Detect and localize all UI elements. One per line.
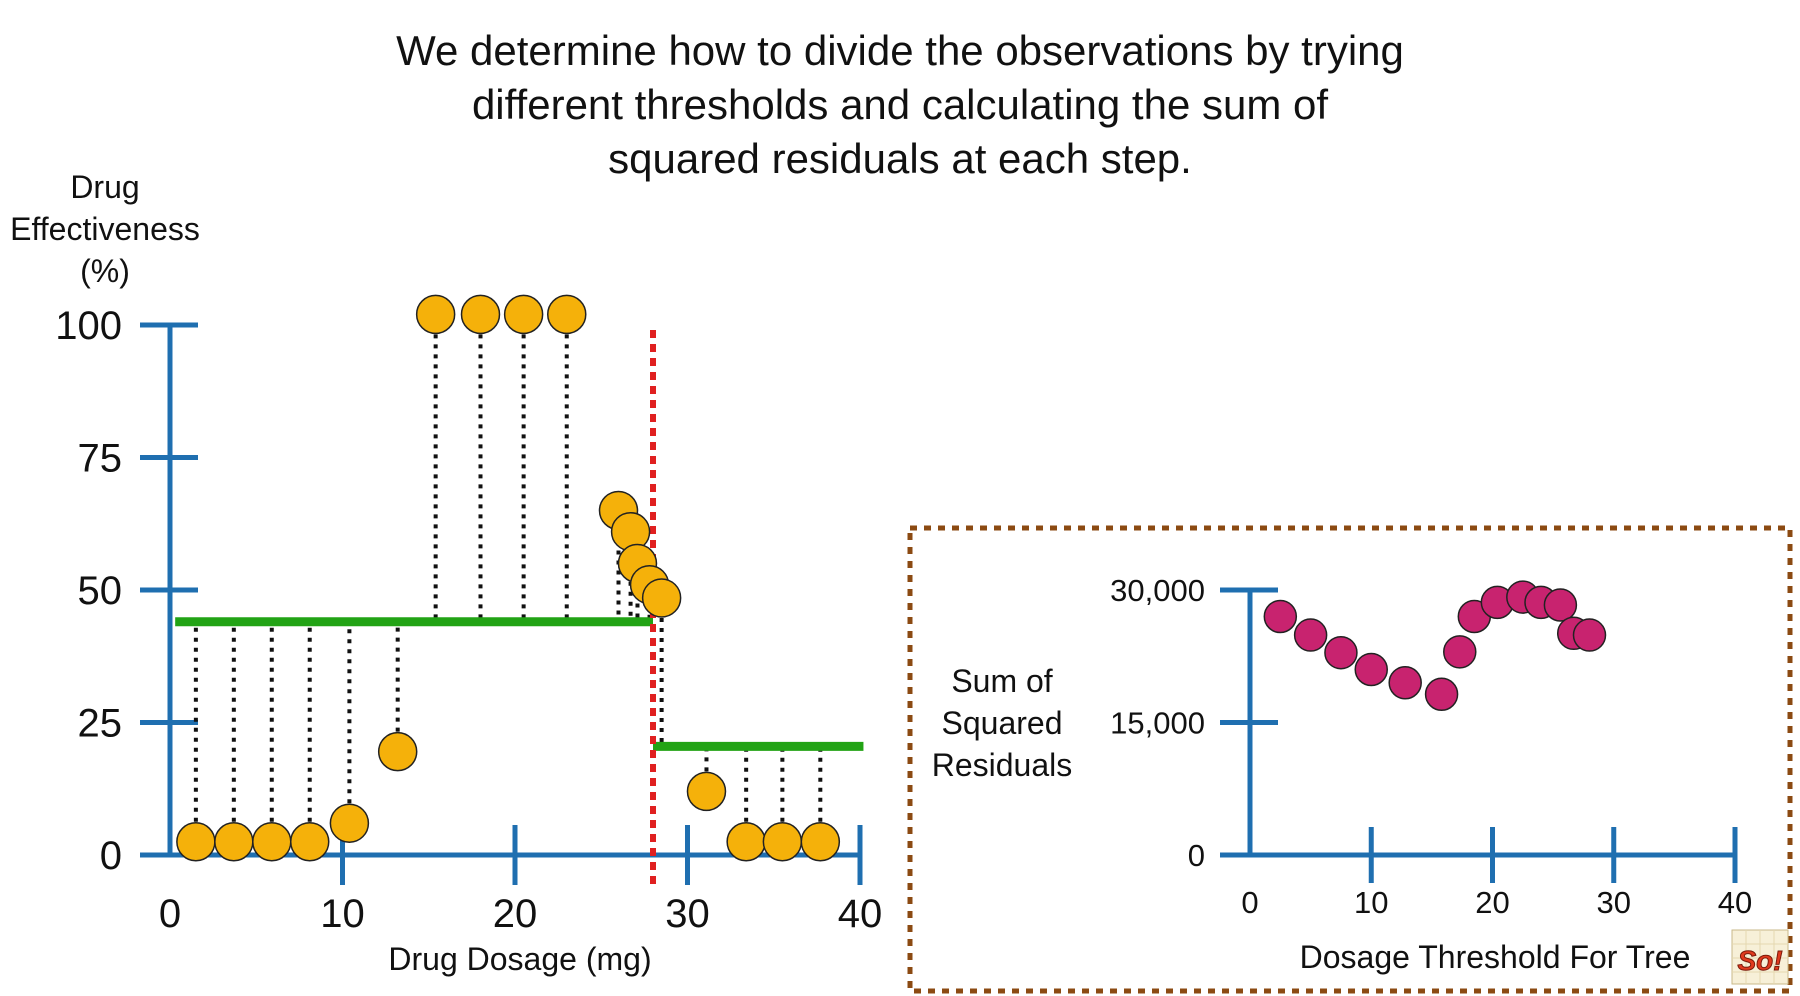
ssr-data-point: [1443, 635, 1477, 669]
data-point: [800, 822, 841, 862]
y-tick-label: 25: [78, 702, 123, 746]
x-tick-label: 10: [320, 892, 365, 936]
data-point: [176, 822, 216, 862]
inset-border: [907, 525, 1793, 994]
data-point: [686, 771, 727, 812]
ssr-data-point: [1424, 677, 1459, 711]
ssr-data-point: [1543, 588, 1578, 622]
data-point: [329, 803, 370, 843]
inset-x-axis-label: Dosage Threshold For Tree: [1300, 939, 1691, 975]
title-line-2: different thresholds and calculating the…: [471, 81, 1329, 128]
inset-x-tick-label: 40: [1718, 885, 1752, 920]
ssr-data-point: [1354, 652, 1388, 687]
ssr-data-point: [1388, 666, 1422, 700]
main-scatter-chart: 0 25 50 75 100 0 10 20 30 40 Drug Dosage (mg) Drug E…: [10, 169, 882, 977]
ssr-data-point: [1263, 599, 1298, 634]
inset-x-tick-label: 10: [1354, 885, 1388, 920]
logo-text: So!: [1737, 945, 1782, 976]
inset-x-tick-label: 20: [1475, 885, 1509, 920]
ssr-data-point: [1324, 635, 1358, 670]
data-point: [726, 822, 766, 862]
inset-y-tick-label: 0: [1188, 838, 1205, 873]
data-point: [415, 294, 456, 335]
ssr-data-point: [1293, 618, 1328, 652]
data-point: [547, 294, 587, 335]
x-tick-label: 20: [493, 892, 538, 936]
data-point: [214, 822, 254, 862]
slide-title: We determine how to divide the observati…: [300, 24, 1500, 186]
x-tick-label: 40: [838, 892, 883, 936]
ssr-inset-chart: 0 15,000 30,000 0 10 20 30 40 Dosage Threshold F…: [907, 525, 1793, 994]
inset-y-axis-label-line: Sum of: [951, 663, 1052, 699]
data-point: [641, 578, 682, 618]
inset-y-axis-label-line: Squared: [942, 705, 1063, 741]
y-axis-label-line: (%): [80, 253, 130, 289]
x-tick-label: 0: [159, 892, 181, 936]
y-tick-label: 0: [100, 834, 122, 878]
inset-x-tick-label: 30: [1597, 885, 1631, 920]
x-tick-label: 30: [665, 892, 710, 936]
data-point: [252, 822, 292, 862]
data-point: [503, 294, 544, 335]
y-axis-label-line: Effectiveness: [10, 211, 200, 247]
data-point: [762, 822, 803, 862]
data-point: [460, 294, 501, 335]
data-point: [377, 731, 418, 772]
inset-y-tick-label: 30,000: [1110, 573, 1205, 608]
title-line-3: squared residuals at each step.: [608, 135, 1192, 182]
data-point: [289, 822, 330, 862]
title-line-1: We determine how to divide the observati…: [396, 27, 1404, 74]
inset-y-axis-label-line: Residuals: [932, 747, 1073, 783]
inset-y-tick-label: 15,000: [1110, 706, 1205, 741]
x-axis-label: Drug Dosage (mg): [388, 941, 651, 977]
inset-x-tick-label: 0: [1241, 885, 1258, 920]
ssr-data-point: [1572, 618, 1607, 652]
y-tick-label: 75: [78, 437, 123, 481]
y-axis-label-line: Drug: [70, 169, 139, 205]
statquest-logo-icon: So!: [1728, 924, 1792, 988]
y-tick-label: 100: [55, 304, 122, 348]
y-tick-label: 50: [78, 569, 123, 613]
